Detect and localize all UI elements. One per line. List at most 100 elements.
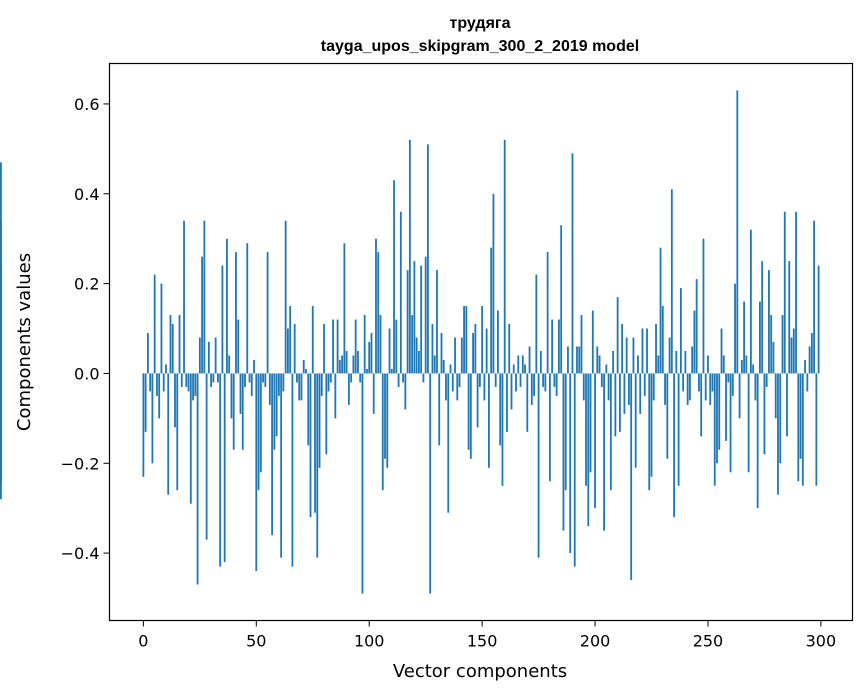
x-tick-label: 50 xyxy=(246,632,266,651)
bar-299 xyxy=(817,265,820,374)
x-tick-label: 100 xyxy=(354,632,385,651)
bar-85 xyxy=(334,373,337,419)
bar-79 xyxy=(320,373,323,396)
bar-222 xyxy=(643,373,646,396)
bar-8 xyxy=(160,283,163,374)
bar-244 xyxy=(693,310,696,374)
bar-19 xyxy=(185,373,188,387)
bar-123 xyxy=(420,265,423,374)
x-tick-label: 200 xyxy=(580,632,611,651)
bar-58 xyxy=(273,373,276,450)
y-axis-label: Components values xyxy=(14,253,35,431)
bar-286 xyxy=(788,261,791,374)
bar-undefined xyxy=(0,373,2,500)
chart-title: трудяга xyxy=(450,15,511,32)
bar-64 xyxy=(287,328,289,374)
bar-30 xyxy=(210,373,213,387)
bar-63 xyxy=(284,220,287,374)
bar-132 xyxy=(440,333,443,374)
bar-205 xyxy=(605,364,608,374)
y-tick-label: 0.6 xyxy=(74,95,99,114)
bar-98 xyxy=(363,315,366,374)
bar-180 xyxy=(548,373,551,482)
bar-80 xyxy=(323,324,325,374)
bar-105 xyxy=(379,315,382,374)
bar-234 xyxy=(670,189,673,374)
bar-155 xyxy=(492,193,495,374)
x-tick-label: 0 xyxy=(138,632,148,651)
bar-207 xyxy=(609,373,612,491)
bar-253 xyxy=(713,373,716,486)
bar-251 xyxy=(709,373,712,405)
bar-16 xyxy=(178,315,181,374)
bar-228 xyxy=(657,355,660,374)
bar-186 xyxy=(562,373,565,531)
bar-275 xyxy=(763,373,766,455)
bar-208 xyxy=(612,350,615,374)
bar-240 xyxy=(684,350,687,374)
bar-285 xyxy=(786,373,788,437)
bar-162 xyxy=(508,324,511,374)
bar-230 xyxy=(661,306,664,374)
bar-70 xyxy=(300,373,303,401)
bar-115 xyxy=(402,373,404,383)
bar-89 xyxy=(343,243,346,374)
bar-65 xyxy=(289,306,292,374)
bar-261 xyxy=(731,373,734,396)
bar-190 xyxy=(571,153,574,374)
bar-59 xyxy=(275,373,278,437)
bar-277 xyxy=(768,270,770,374)
bar-248 xyxy=(702,238,705,374)
bar-296 xyxy=(810,333,813,374)
bar-31 xyxy=(212,373,215,383)
bar-168 xyxy=(521,355,524,374)
bar-219 xyxy=(637,355,639,374)
bar-142 xyxy=(463,306,465,374)
bar-92 xyxy=(350,373,353,383)
bar-165 xyxy=(515,373,517,392)
bar-209 xyxy=(614,373,617,437)
bar-227 xyxy=(655,324,657,374)
bar-96 xyxy=(359,373,362,383)
bar-43 xyxy=(239,373,242,414)
bar-41 xyxy=(235,252,237,374)
bar-99 xyxy=(366,368,368,374)
bar-2 xyxy=(146,333,149,374)
bar-223 xyxy=(646,328,648,374)
bar-144 xyxy=(467,373,470,450)
bar-109 xyxy=(388,328,391,374)
bar-194 xyxy=(580,315,583,374)
x-axis-ticks: 0 50 100 150 200 250 300 xyxy=(138,620,836,651)
bar-266 xyxy=(743,301,746,374)
bar-293 xyxy=(804,359,806,374)
bar-50 xyxy=(255,373,258,572)
bar-291 xyxy=(799,373,802,459)
bar-125 xyxy=(424,256,427,374)
bar-158 xyxy=(499,373,502,446)
bar-40 xyxy=(232,373,235,450)
bar-44 xyxy=(241,373,244,450)
bar-289 xyxy=(795,211,797,374)
bar-57 xyxy=(271,373,274,536)
bar-183 xyxy=(555,373,558,396)
bar-225 xyxy=(650,373,653,477)
plot-frame xyxy=(108,62,854,622)
x-axis-label: Vector components xyxy=(393,661,567,682)
bar-146 xyxy=(472,333,474,374)
bar-215 xyxy=(628,373,630,405)
bar-278 xyxy=(770,315,773,374)
bar-280 xyxy=(774,373,777,419)
bar-259 xyxy=(727,373,730,383)
bar-159 xyxy=(501,373,504,486)
bar-51 xyxy=(257,373,260,491)
bar-42 xyxy=(237,319,240,374)
bar-47 xyxy=(248,373,251,383)
bar-56 xyxy=(268,373,271,405)
bar-119 xyxy=(411,315,414,374)
bar-14 xyxy=(174,373,176,428)
bar-54 xyxy=(264,373,267,387)
bar-91 xyxy=(347,373,350,405)
chart-subtitle: tayga_upos_skipgram_300_2_2019 model xyxy=(321,38,639,55)
bar-131 xyxy=(438,373,441,446)
bar-87 xyxy=(338,359,341,374)
